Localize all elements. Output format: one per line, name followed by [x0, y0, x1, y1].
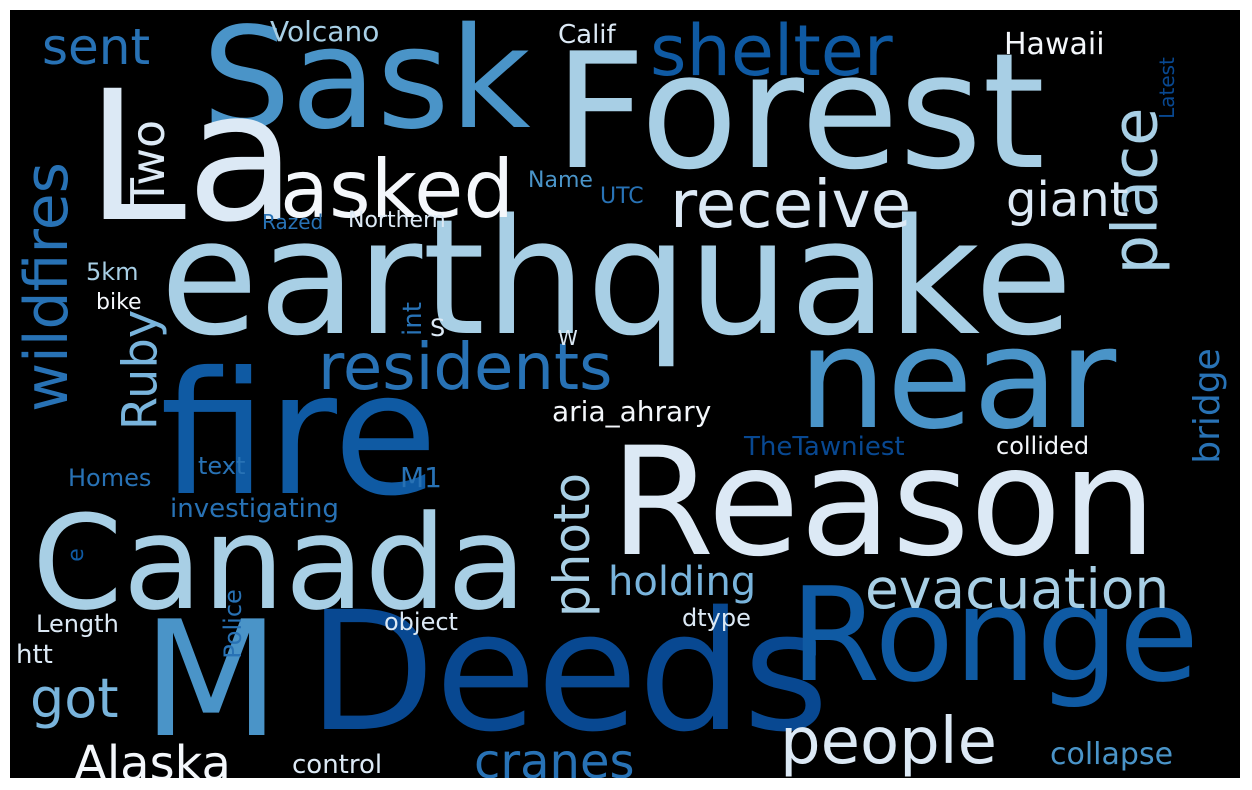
word-w: W [558, 326, 578, 350]
word-volcano: Volcano [270, 15, 380, 48]
word-reason: Reason [610, 416, 1157, 590]
word-canada: Canada [32, 487, 527, 639]
word-int: int [397, 302, 428, 336]
word-htt: htt [16, 640, 53, 670]
word-calif: Calif [558, 20, 616, 50]
word-collided: collided [996, 432, 1090, 460]
word-aria-ahrary: aria_ahrary [552, 395, 712, 428]
word-fire: fire [160, 336, 438, 534]
word-sask: Sask [202, 10, 531, 161]
word-northern: Northern [348, 208, 446, 233]
word-m: M [142, 586, 281, 773]
word-shelter: shelter [650, 10, 893, 92]
word-thetawniest: TheTawniest [744, 432, 905, 462]
word-cranes: cranes [474, 734, 635, 778]
word-homes: Homes [68, 464, 152, 492]
word-alaska: Alaska [74, 736, 231, 778]
word-giant: giant [1006, 172, 1129, 228]
word-cloud: earthquake fire Reason Deeds Forest Sask… [10, 10, 1240, 778]
word-forest: Forest [554, 18, 1046, 205]
word-dtype: dtype [682, 604, 751, 632]
word-text: text [198, 452, 246, 480]
word-name: Name [528, 168, 593, 193]
word-earthquake: earthquake [160, 184, 1073, 371]
word-people: people [780, 705, 997, 778]
word-razed: Razed [262, 210, 324, 234]
word-bike: bike [96, 290, 142, 315]
word-deeds: Deeds [308, 576, 829, 768]
word-s: S [430, 314, 446, 342]
word-evacuation: evacuation [865, 557, 1170, 621]
word-sent: sent [42, 18, 151, 76]
word-receive: receive [670, 166, 912, 243]
word-hawaii: Hawaii [1004, 27, 1105, 62]
word-residents: residents [318, 331, 613, 405]
word-control: control [292, 750, 383, 778]
word-near: near [798, 298, 1117, 461]
word-two: Two [121, 119, 176, 207]
word-object: object [384, 608, 458, 636]
word-m1: M1 [400, 461, 442, 494]
word-length: Length [36, 610, 119, 638]
word-got: got [30, 667, 119, 730]
word-holding: holding [608, 559, 757, 605]
word-wildfires: wildfires [11, 162, 82, 412]
word-5km: 5km [86, 258, 139, 286]
word-la: La [86, 53, 297, 262]
word-ruby: Ruby [112, 309, 169, 431]
word-ronge: Ronge [790, 559, 1199, 711]
word-police: Police [218, 589, 247, 659]
word-latest: Latest [1154, 57, 1179, 119]
word-investigating: investigating [170, 494, 339, 524]
word-e: e [63, 548, 89, 562]
word-photo: photo [543, 472, 602, 618]
word-collapse: collapse [1050, 737, 1174, 772]
word-utc: UTC [600, 184, 644, 209]
word-bridge: bridge [1186, 348, 1228, 464]
word-asked: asked [280, 143, 515, 236]
